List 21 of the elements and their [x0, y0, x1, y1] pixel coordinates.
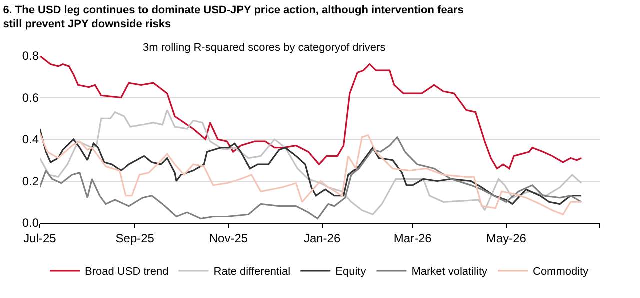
x-tick-label: Sep-25 [116, 231, 155, 246]
text: 3m rolling R-squared scores by categoryof drivers [143, 42, 386, 54]
y-tick-label: 0.6 [22, 90, 40, 105]
x-tick-label: Mar-26 [394, 231, 432, 246]
legend-label: Broad USD trend [85, 266, 169, 278]
x-tick-label: Jul-25 [24, 231, 57, 246]
legend-label: Equity [336, 266, 367, 278]
line-series [40, 56, 582, 170]
legend-label: Rate differential [214, 266, 291, 278]
y-tick-label: 0.0 [22, 216, 40, 230]
chart-title: 6. The USD leg continues to dominate USD-JPY price action, although intervention fears still prevent JPY downside risks [3, 4, 464, 31]
legend-label: Commodity [532, 266, 590, 278]
y-tick-label: 0.4 [22, 132, 40, 147]
legend-label: Market volatility [412, 266, 488, 278]
x-tick-label: Jan-26 [304, 231, 341, 246]
line-series [40, 109, 582, 216]
y-tick-label: 0.8 [22, 49, 40, 64]
y-tick-label: 0.2 [22, 174, 40, 188]
x-tick-label: Nov-25 [209, 231, 248, 246]
line-series [40, 128, 582, 206]
x-tick-label: May-26 [486, 231, 527, 246]
